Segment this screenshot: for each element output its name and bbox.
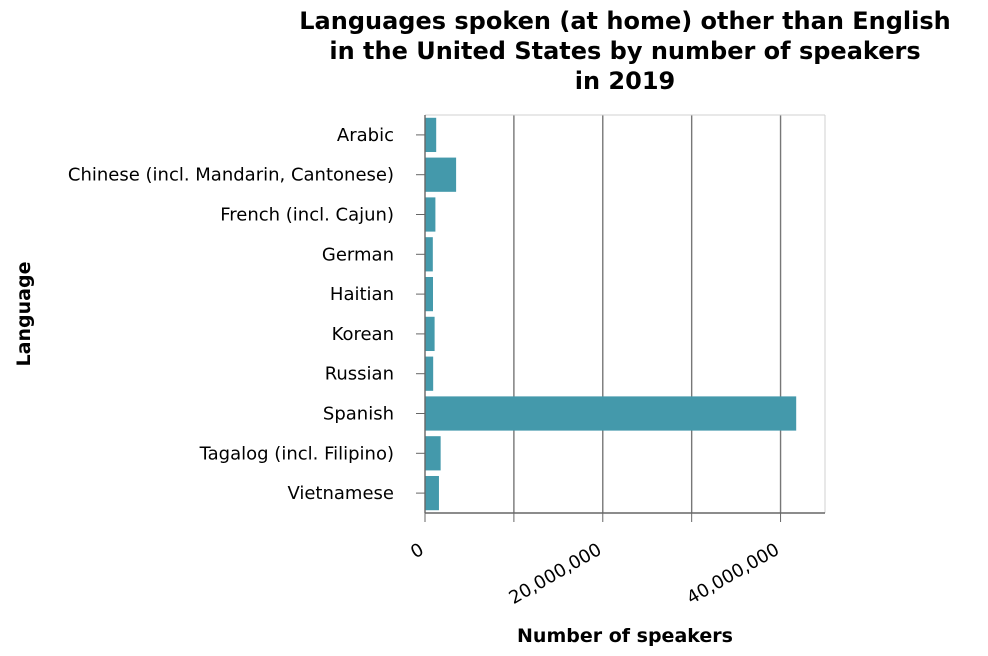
- x-tick-label: 20,000,000: [506, 539, 606, 609]
- x-tick-label: 0: [407, 539, 427, 563]
- chart-title-line-1: Languages spoken (at home) other than En…: [299, 7, 951, 35]
- bar: [425, 197, 436, 232]
- bar: [425, 356, 434, 391]
- bar: [425, 396, 797, 431]
- y-tick-label: Korean: [332, 324, 394, 345]
- bar: [425, 475, 439, 511]
- bar: [425, 276, 433, 312]
- y-tick-label: Russian: [325, 364, 394, 385]
- y-tick-label: Vietnamese: [287, 483, 394, 504]
- y-tick-label: Chinese (incl. Mandarin, Cantonese): [68, 165, 394, 186]
- bar: [425, 117, 437, 153]
- bars: [425, 117, 797, 511]
- y-tick-label: Tagalog (incl. Filipino): [199, 443, 394, 464]
- bar: [425, 436, 441, 471]
- y-tick-label: Haitian: [330, 284, 394, 305]
- y-tick-label: German: [322, 244, 394, 265]
- x-tick-label: 40,000,000: [683, 539, 783, 609]
- axes: [416, 115, 825, 522]
- chart-title-line-3: in 2019: [574, 67, 676, 95]
- bar: [425, 237, 433, 272]
- y-tick-label: Arabic: [337, 125, 394, 146]
- y-tick-label: Spanish: [323, 404, 394, 425]
- bar: [425, 316, 435, 352]
- grid-lines: [425, 114, 826, 513]
- y-axis-label: Language: [13, 262, 35, 367]
- y-tick-labels: Arabic Chinese (incl. Mandarin, Cantonese…: [68, 125, 394, 504]
- x-tick-labels: 0 20,000,000 40,000,000: [407, 539, 783, 609]
- chart-title: Languages spoken (at home) other than En…: [250, 6, 988, 96]
- bar: [425, 157, 457, 192]
- y-tick-label: French (incl. Cajun): [220, 205, 394, 226]
- chart-title-line-2: in the United States by number of speake…: [329, 37, 921, 65]
- x-axis-label: Number of speakers: [517, 625, 733, 647]
